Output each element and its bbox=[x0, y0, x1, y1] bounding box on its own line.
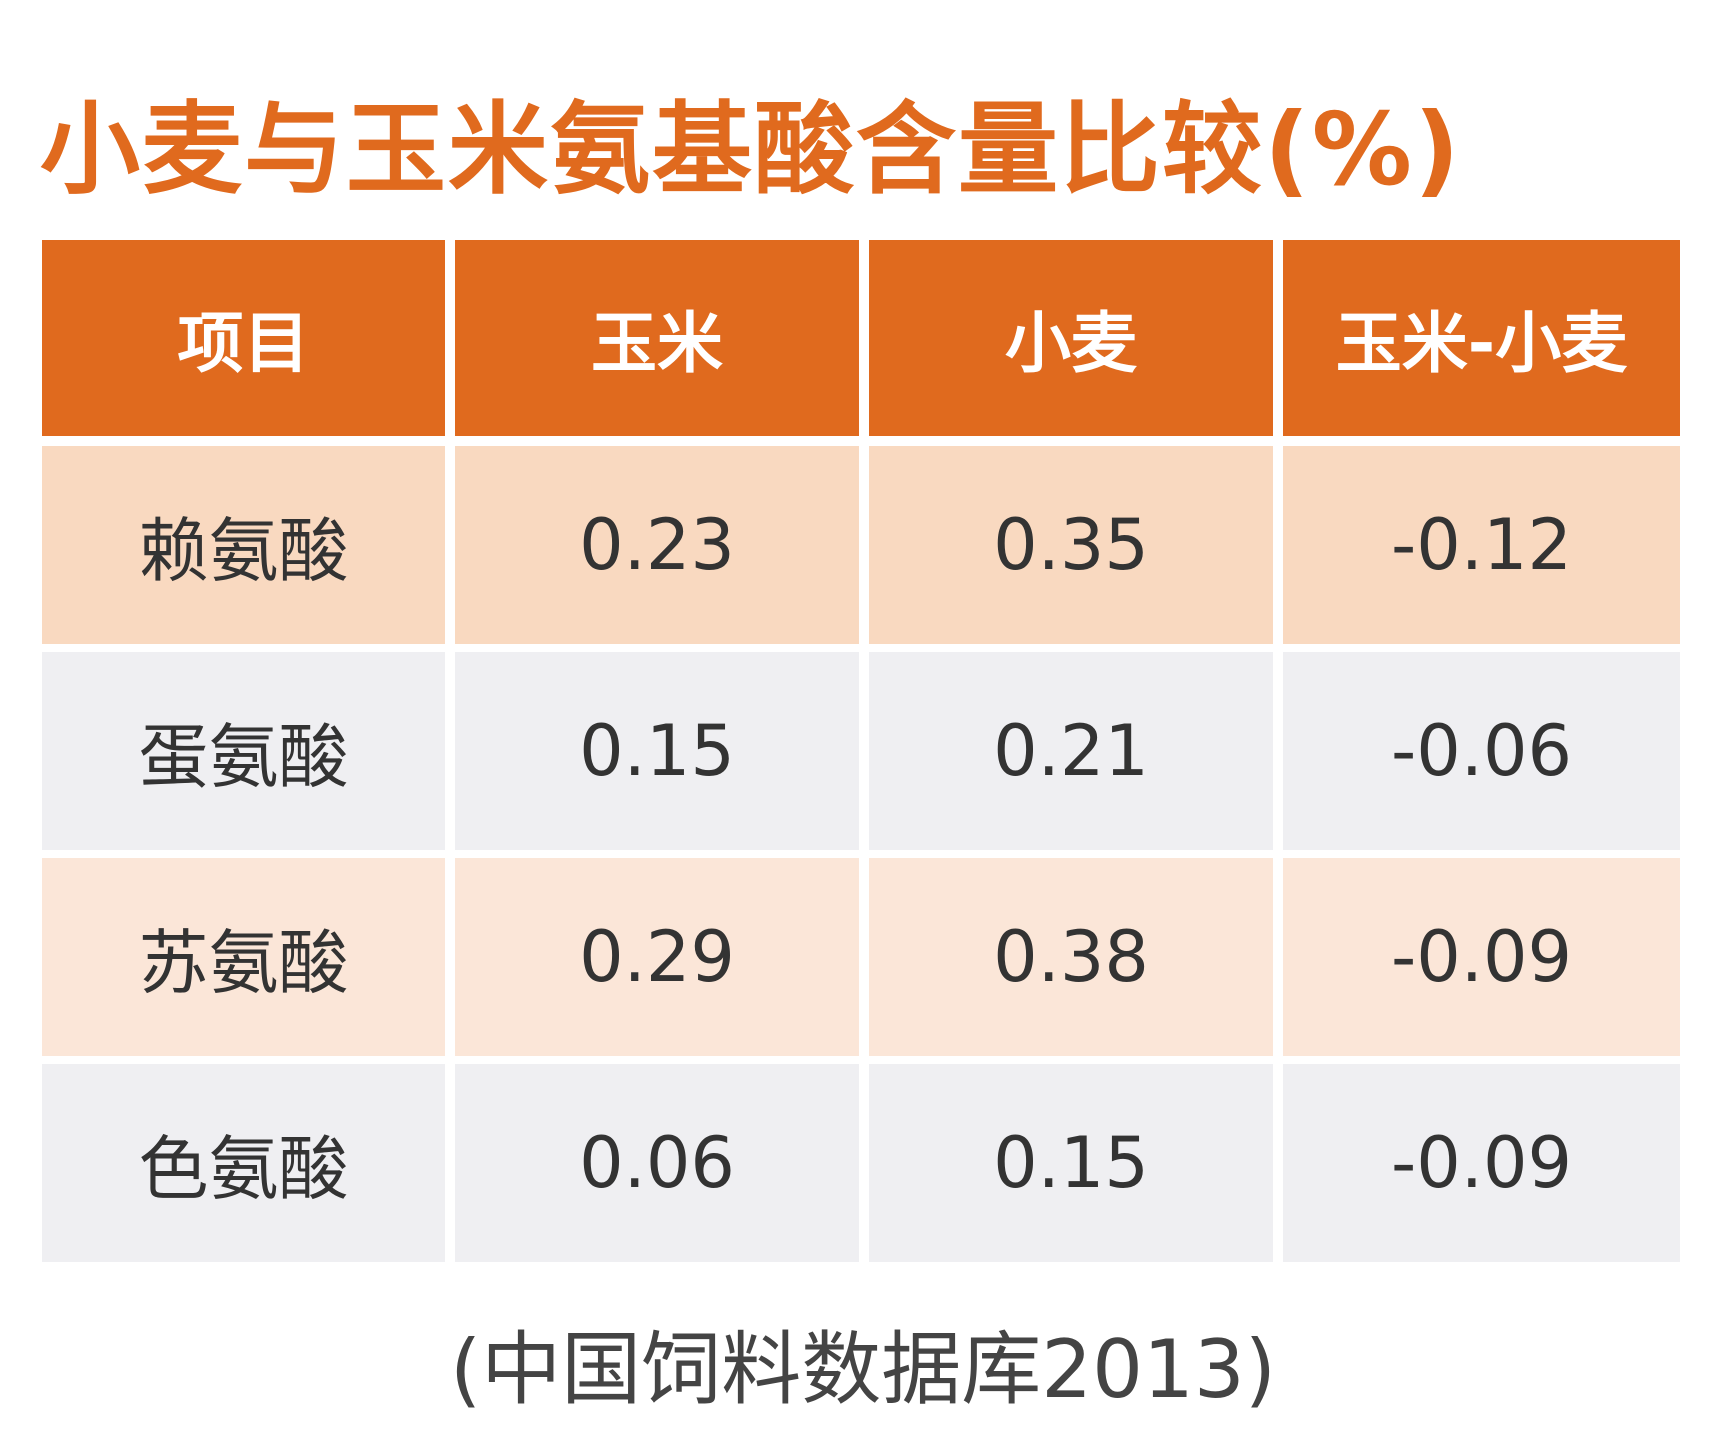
row-label-cell: 色氨酸 bbox=[42, 1064, 445, 1262]
data-source-note: (中国饲料数据库2013) bbox=[449, 1323, 1276, 1416]
corn-value-cell: 0.29 bbox=[445, 858, 859, 1056]
difference-value-cell: -0.09 bbox=[1273, 1064, 1680, 1262]
table-title: 小麦与玉米氨基酸含量比较(%) bbox=[40, 91, 1462, 208]
header-cell-wheat: 小麦 bbox=[859, 240, 1273, 436]
corn-value-cell: 0.15 bbox=[445, 652, 859, 850]
table-row: 苏氨酸 0.29 0.38 -0.09 bbox=[42, 858, 1680, 1056]
row-label-cell: 苏氨酸 bbox=[42, 858, 445, 1056]
wheat-value-cell: 0.38 bbox=[859, 858, 1273, 1056]
header-cell-item: 项目 bbox=[42, 240, 445, 436]
header-cell-difference: 玉米-小麦 bbox=[1273, 240, 1680, 436]
header-cell-corn: 玉米 bbox=[445, 240, 859, 436]
corn-value-cell: 0.06 bbox=[445, 1064, 859, 1262]
difference-value-cell: -0.09 bbox=[1273, 858, 1680, 1056]
difference-value-cell: -0.06 bbox=[1273, 652, 1680, 850]
table-row: 色氨酸 0.06 0.15 -0.09 bbox=[42, 1064, 1680, 1262]
wheat-value-cell: 0.15 bbox=[859, 1064, 1273, 1262]
wheat-value-cell: 0.21 bbox=[859, 652, 1273, 850]
difference-value-cell: -0.12 bbox=[1273, 446, 1680, 644]
table-row: 赖氨酸 0.23 0.35 -0.12 bbox=[42, 446, 1680, 644]
wheat-value-cell: 0.35 bbox=[859, 446, 1273, 644]
table-row: 蛋氨酸 0.15 0.21 -0.06 bbox=[42, 652, 1680, 850]
amino-acid-table: 项目 玉米 小麦 玉米-小麦 赖氨酸 0.23 0.35 -0.12 蛋氨酸 0… bbox=[42, 240, 1680, 1285]
table-header-row: 项目 玉米 小麦 玉米-小麦 bbox=[42, 240, 1680, 436]
row-label-cell: 蛋氨酸 bbox=[42, 652, 445, 850]
corn-value-cell: 0.23 bbox=[445, 446, 859, 644]
row-label-cell: 赖氨酸 bbox=[42, 446, 445, 644]
